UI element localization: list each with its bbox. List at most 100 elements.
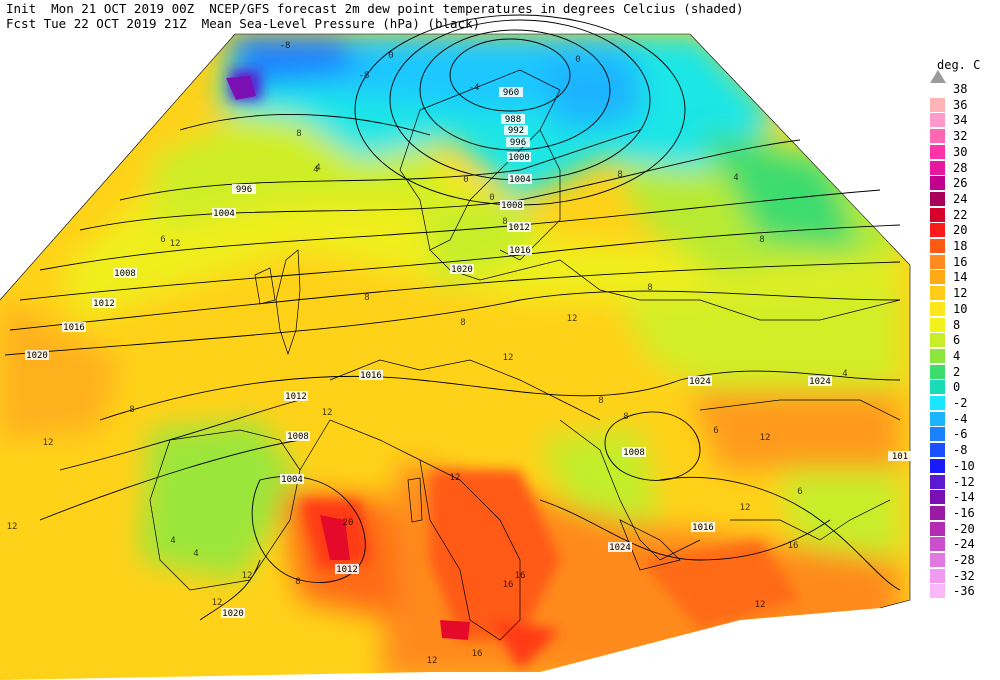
legend-overflow-triangle [930,70,946,83]
legend-entry: 0 [930,380,1000,395]
legend-entry: 28 [930,160,1000,176]
isobar-label: 101 [892,452,908,462]
dewpoint-label: 12 [503,353,514,363]
legend-swatch [930,443,945,458]
dewpoint-label: 4 [313,165,318,175]
header-line-1: Init Mon 21 OCT 2019 00Z NCEP/GFS foreca… [6,1,744,16]
dewpoint-label: 16 [515,571,526,581]
legend-entry: 26 [930,176,1000,191]
coastlines [149,69,901,641]
dewpoint-label: 0 [489,193,494,203]
legend-label: 12 [953,286,968,301]
legend-label: 26 [953,176,968,191]
isobar-label: 1008 [623,448,645,458]
dewpoint-label: 6 [713,426,718,436]
isobar-label: 1008 [114,269,136,279]
isobar-label: 1004 [213,209,235,219]
dewpoint-label: 12 [760,433,771,443]
legend-label: -16 [953,505,975,520]
dewpoint-label: 4 [733,173,738,183]
legend-label: 0 [953,380,961,395]
legend-entry: 24 [930,191,1000,207]
legend-entry: -6 [930,427,1000,442]
legend-swatch [930,348,945,363]
dewpoint-label: 12 [755,600,766,610]
legend-swatch [930,474,945,489]
legend-swatch [930,333,945,348]
legend-swatch [930,521,945,536]
dewpoint-label: 8 [623,412,628,422]
legend-swatch [930,411,945,426]
dewpoint-label: 12 [242,571,253,581]
legend-entry: -14 [930,490,1000,505]
dewpoint-label: 12 [450,473,461,483]
isobars [4,14,901,621]
dewpoint-label: 20 [343,518,354,528]
legend-swatch [930,160,945,175]
header-line-2: Fcst Tue 22 OCT 2019 21Z Mean Sea-Level … [6,16,481,31]
dewpoint-label: 12 [427,656,438,666]
legend-label: -28 [953,553,975,567]
dewpoint-label: 12 [7,522,18,532]
legend-label: -8 [953,443,968,458]
isobar-label: 1012 [336,565,358,575]
legend-entry: -20 [930,521,1000,537]
legend-swatch [930,505,945,520]
legend-swatch [930,207,945,222]
dewpoint-label: 6 [160,235,165,245]
legend-swatch [930,301,945,316]
legend-entry: 10 [930,301,1000,317]
legend-entry: -24 [930,537,1000,552]
legend-entry: -12 [930,474,1000,490]
dewpoint-label: -4 [469,83,480,93]
legend-label: -2 [953,396,968,410]
legend-swatch [930,254,945,269]
legend-label: 32 [953,129,968,144]
legend-entry: 38 [930,82,1000,97]
isobar-label: 1000 [508,153,530,163]
legend-label: 4 [953,348,961,363]
legend-entry: 32 [930,129,1000,144]
isobar-label: 1016 [509,246,531,256]
legend-title: deg. C [937,58,981,72]
legend-swatch [930,239,945,253]
legend-entry: -8 [930,443,1000,458]
dewpoint-label: 16 [788,541,799,551]
legend-swatch [930,568,945,583]
legend-entry: -10 [930,458,1000,474]
legend-label: 38 [953,82,968,96]
legend-swatch [930,584,945,599]
dewpoint-label: 4 [170,536,175,546]
legend-label: -36 [953,584,975,599]
dewpoint-label: 0 [463,175,468,185]
legend-label: 24 [953,191,968,206]
isobar-label: 1016 [63,323,85,333]
dewpoint-label: 8 [502,217,507,227]
legend-swatch [930,490,945,505]
legend-label: 6 [953,333,961,348]
dewpoint-label: 4 [315,163,320,173]
legend-entry: 30 [930,144,1000,160]
dewpoint-labels: -8 -8 8 0 0 0 4 4 6 12 8 8 8 8 12 8 12 12 12 12 12 12 8 4 20 16 12… [7,41,848,666]
legend-swatch [930,364,945,379]
isobar-label: 1020 [222,609,244,619]
legend-label: 34 [953,113,968,128]
dewpoint-label: 8 [759,235,764,245]
dewpoint-label: 8 [617,170,622,180]
legend-swatch [930,427,945,442]
legend-label: -24 [953,537,975,552]
legend-entry: 22 [930,207,1000,223]
legend-swatch [930,317,945,332]
legend-swatch [930,129,945,144]
legend-entry: -28 [930,553,1000,568]
legend-entry: -32 [930,568,1000,584]
legend-label: -4 [953,411,968,426]
legend-swatch [930,144,945,159]
dewpoint-label: 0 [388,51,393,61]
legend-label: -32 [953,568,975,583]
legend-swatch [930,82,945,96]
isobar-label: 1020 [26,351,48,361]
legend-swatch [930,286,945,301]
legend-label: -12 [953,474,975,489]
